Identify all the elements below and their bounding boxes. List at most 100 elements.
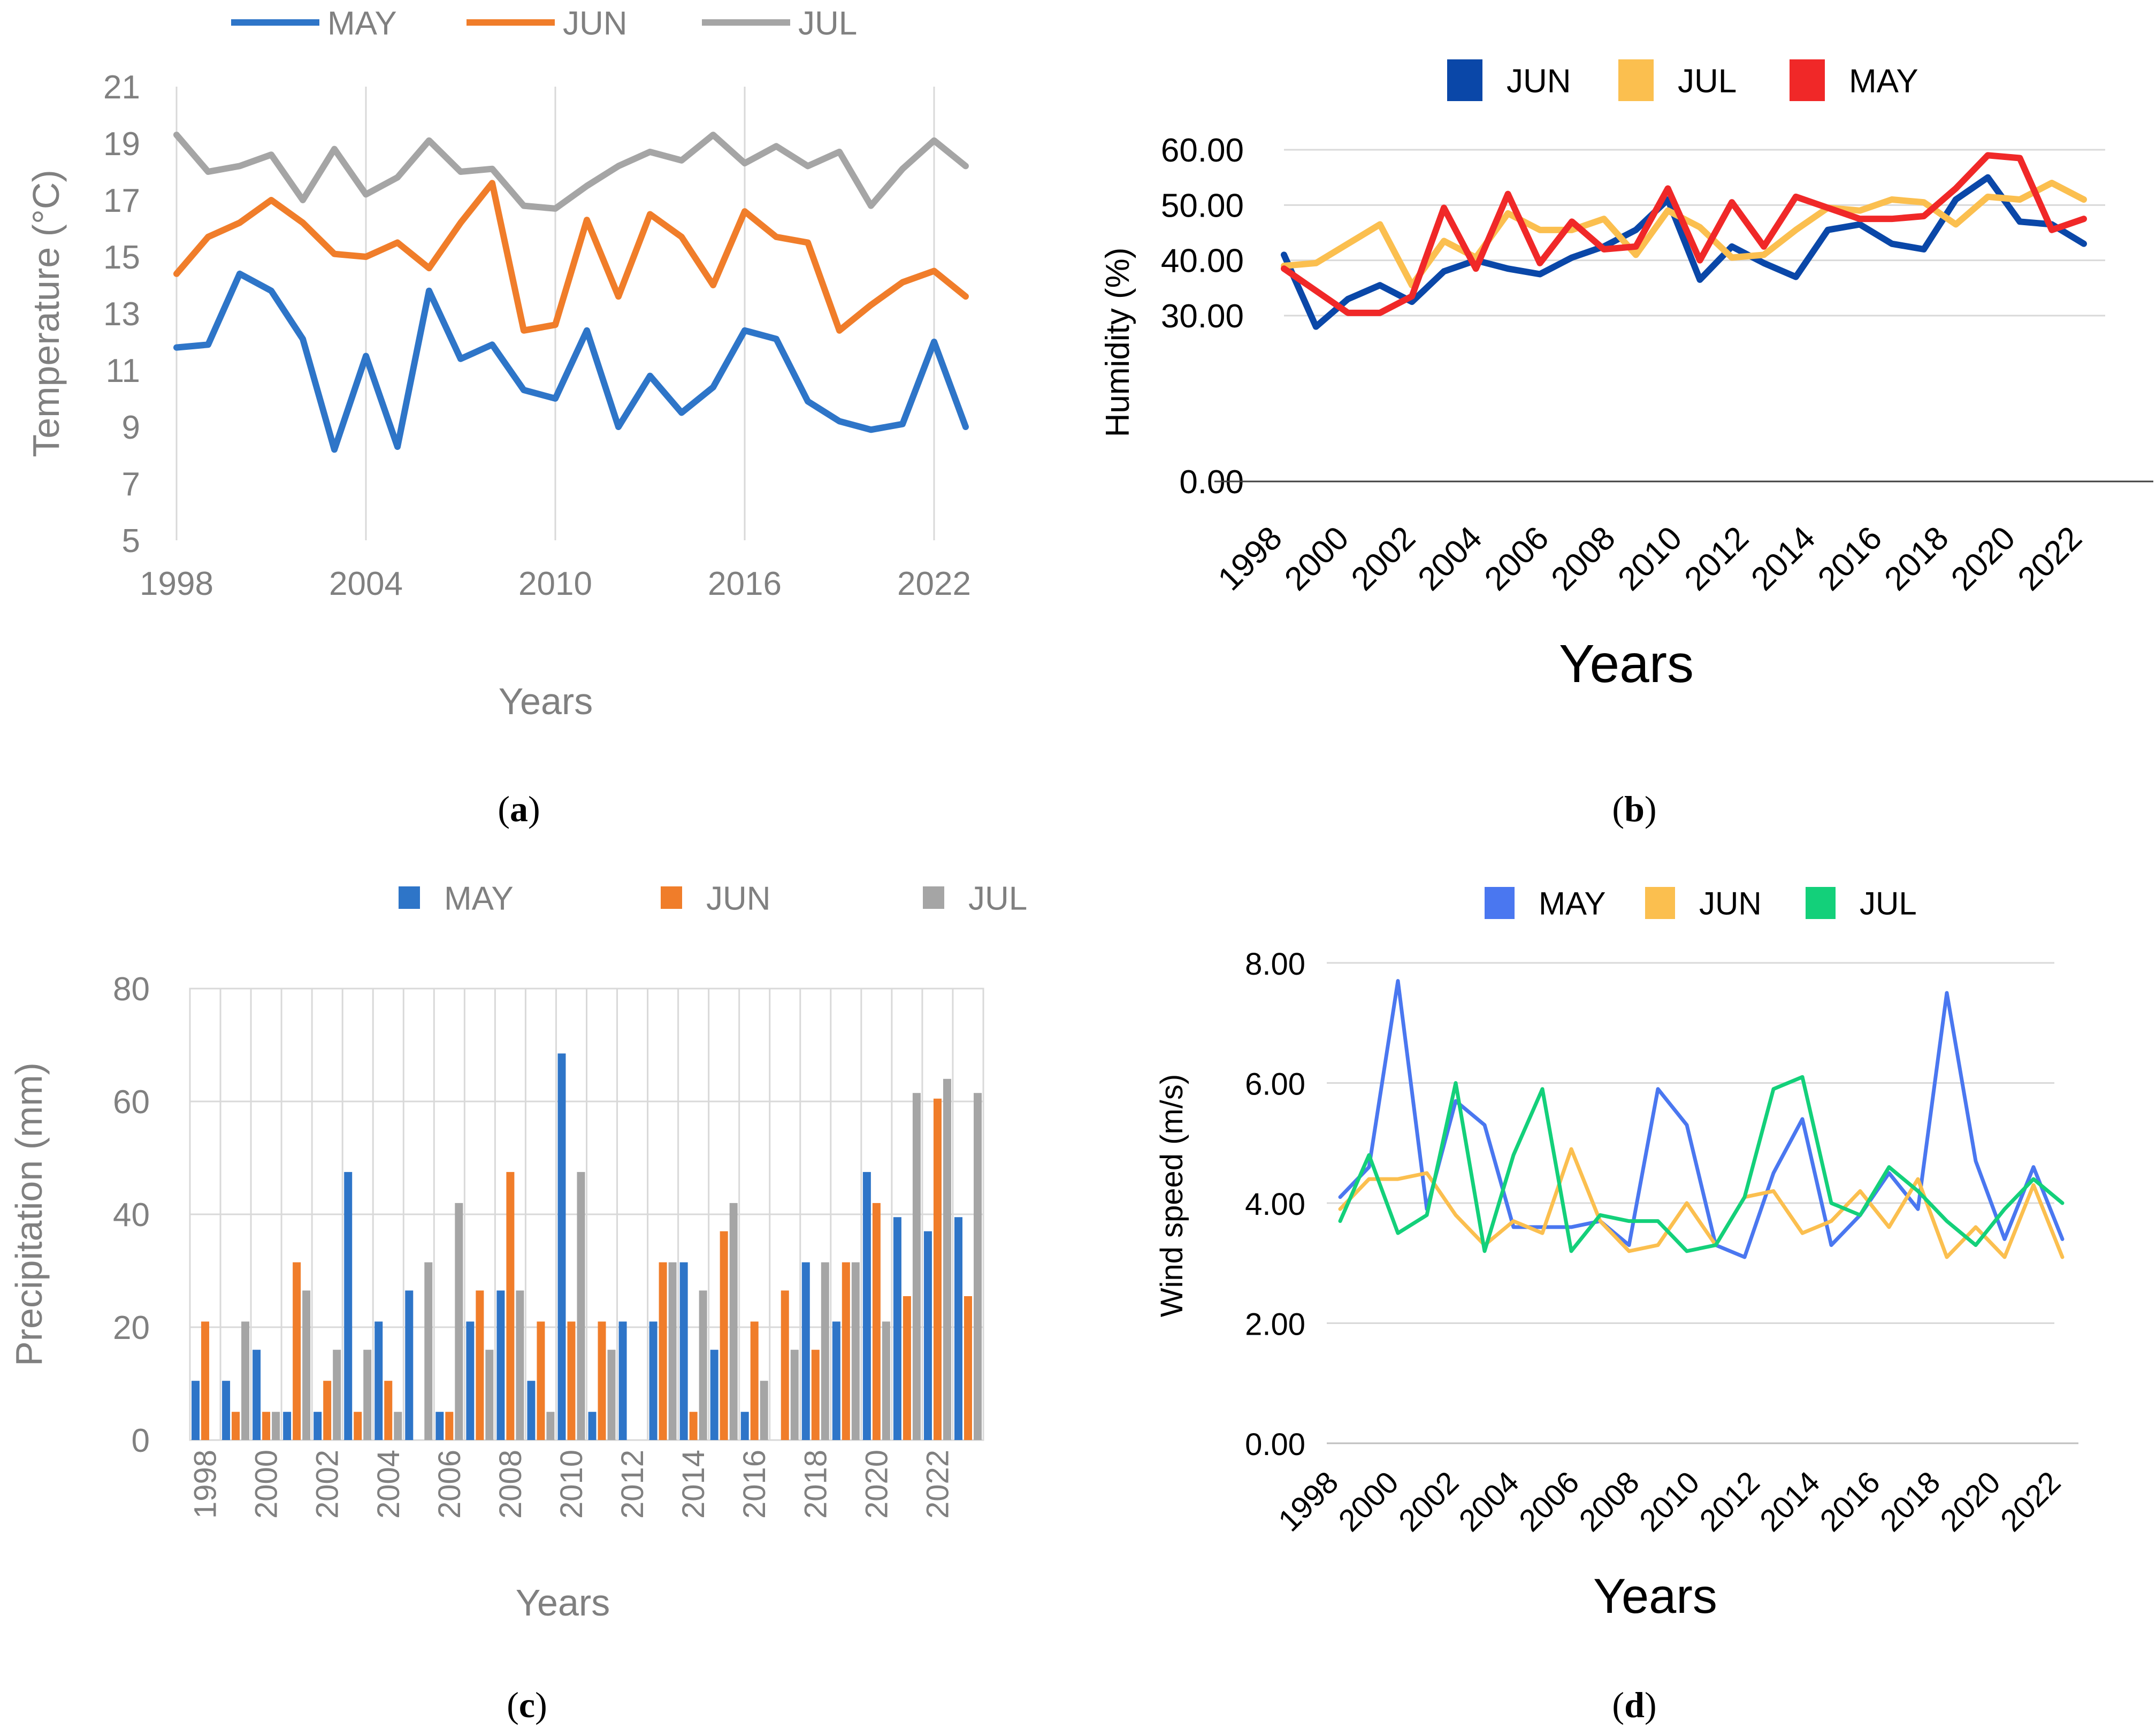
y-tick-label: 40 — [113, 1197, 150, 1234]
bar-jul — [516, 1290, 524, 1440]
x-tick-label: 2000 — [249, 1450, 284, 1519]
bar-may — [496, 1290, 505, 1440]
bar-jul — [546, 1412, 555, 1440]
x-tick-label: 2020 — [859, 1450, 894, 1519]
bar-jul — [241, 1321, 250, 1440]
x-tick-label: 2018 — [1874, 1465, 1947, 1538]
legend-label-may: MAY — [444, 880, 514, 917]
bar-jun — [567, 1321, 576, 1440]
y-tick-label: 0.00 — [1245, 1427, 1305, 1462]
bar-may — [618, 1321, 627, 1440]
bar-may — [923, 1231, 932, 1440]
bar-jul — [851, 1262, 860, 1440]
x-tick-label: 2014 — [1744, 519, 1822, 598]
bar-jun — [933, 1098, 942, 1440]
x-tick-label: 2016 — [1813, 1465, 1886, 1538]
bar-may — [710, 1350, 718, 1440]
bar-jun — [537, 1321, 545, 1440]
x-tick-label: 2022 — [2011, 519, 2089, 598]
series-line-jul — [1338, 1075, 2065, 1253]
y-axis-title: Precipitation (mm) — [8, 1062, 50, 1366]
bar-may — [801, 1262, 810, 1440]
bar-jun — [598, 1321, 606, 1440]
y-tick-label: 17 — [103, 182, 140, 219]
x-tick-label: 2012 — [615, 1450, 650, 1519]
panel-letter: c — [519, 1685, 535, 1725]
legend-label-jul: JUL — [1678, 63, 1737, 99]
chart-panel-d: 0.00 2.00 4.00 6.00 8.00 19982000200220042006… — [1155, 886, 2078, 1725]
x-tick-label: 2008 — [1544, 519, 1622, 598]
y-tick-label: 5 — [122, 523, 140, 560]
bar-may — [954, 1217, 962, 1440]
bar-jun — [689, 1412, 698, 1440]
y-tick-label: 8.00 — [1245, 947, 1305, 982]
bar-jul — [302, 1290, 311, 1440]
x-tick-label: 2016 — [1811, 519, 1889, 598]
y-tick-label: 40.00 — [1161, 243, 1244, 280]
series-line-may — [1281, 152, 2087, 316]
bar-jul — [699, 1290, 707, 1440]
bar-jun — [384, 1381, 393, 1440]
bar-jul — [485, 1350, 494, 1440]
bar-may — [527, 1381, 536, 1440]
bar-may — [649, 1321, 657, 1440]
x-tick-label: 2018 — [1877, 519, 1955, 598]
series-line-jun — [1281, 174, 2087, 330]
y-axis-title: Temperature (°C) — [25, 170, 67, 457]
x-tick-label: 2008 — [493, 1450, 528, 1519]
bar-jun — [445, 1412, 454, 1440]
x-tick-label: 2014 — [676, 1450, 711, 1519]
x-tick-label: 2020 — [1944, 519, 2022, 598]
x-tick-label: 2020 — [1933, 1465, 2007, 1538]
bar-may — [679, 1262, 688, 1440]
bar-jun — [232, 1412, 240, 1440]
legend-label-jun: JUN — [1507, 63, 1571, 99]
bar-may — [832, 1321, 840, 1440]
x-tick-label: 1998 — [1211, 519, 1289, 598]
bar-may — [435, 1412, 444, 1440]
x-tick-label: 2022 — [1994, 1465, 2067, 1538]
x-tick-label: 2006 — [1478, 519, 1556, 598]
bar-jun — [903, 1296, 911, 1440]
legend-swatch-jul — [1806, 887, 1836, 919]
x-tick-label: 2012 — [1678, 519, 1756, 598]
legend-swatch-jun — [1447, 59, 1482, 101]
bar-jul — [912, 1093, 921, 1440]
y-tick-label: 4.00 — [1245, 1187, 1305, 1222]
legend-swatch-jul — [1618, 59, 1654, 101]
bar-jun — [506, 1172, 515, 1440]
y-tick-label: 30.00 — [1161, 298, 1244, 335]
bar-may — [557, 1053, 566, 1440]
x-tick-label: 2002 — [1344, 519, 1423, 598]
x-tick-label: 2014 — [1753, 1465, 1826, 1538]
legend-swatch-jun — [661, 886, 682, 909]
y-tick-label: 60.00 — [1161, 132, 1244, 169]
x-tick-label: 1998 — [1272, 1465, 1345, 1538]
legend-swatch-jul — [923, 886, 944, 909]
y-tick-label: 80 — [113, 971, 150, 1008]
y-tick-label: 7 — [122, 466, 140, 503]
panel-caption: (c) — [507, 1685, 547, 1725]
bar-jun — [750, 1321, 759, 1440]
bar-jul — [668, 1262, 677, 1440]
bar-jul — [973, 1093, 982, 1440]
legend-swatch-may — [399, 886, 420, 909]
bar-jul — [333, 1350, 341, 1440]
y-tick-label: 15 — [103, 239, 140, 276]
x-tick-label: 2016 — [737, 1450, 772, 1519]
x-tick-label: 2000 — [1332, 1465, 1405, 1538]
legend-swatch-may — [1790, 59, 1825, 101]
bar-jun — [842, 1262, 850, 1440]
legend-label-jun: JUN — [563, 5, 628, 42]
y-tick-label: 9 — [122, 409, 140, 446]
x-tick-label: 2010 — [518, 565, 592, 602]
y-tick-label: 6.00 — [1245, 1067, 1305, 1102]
y-axis-title: Wind speed (m/s) — [1155, 1074, 1189, 1317]
x-axis-title: Years — [1559, 634, 1694, 694]
bar-jul — [882, 1321, 890, 1440]
bar-may — [588, 1412, 597, 1440]
y-tick-label: 2.00 — [1245, 1307, 1305, 1342]
bar-may — [893, 1217, 901, 1440]
legend-label-jun: JUN — [706, 880, 771, 917]
bar-jul — [943, 1078, 951, 1440]
